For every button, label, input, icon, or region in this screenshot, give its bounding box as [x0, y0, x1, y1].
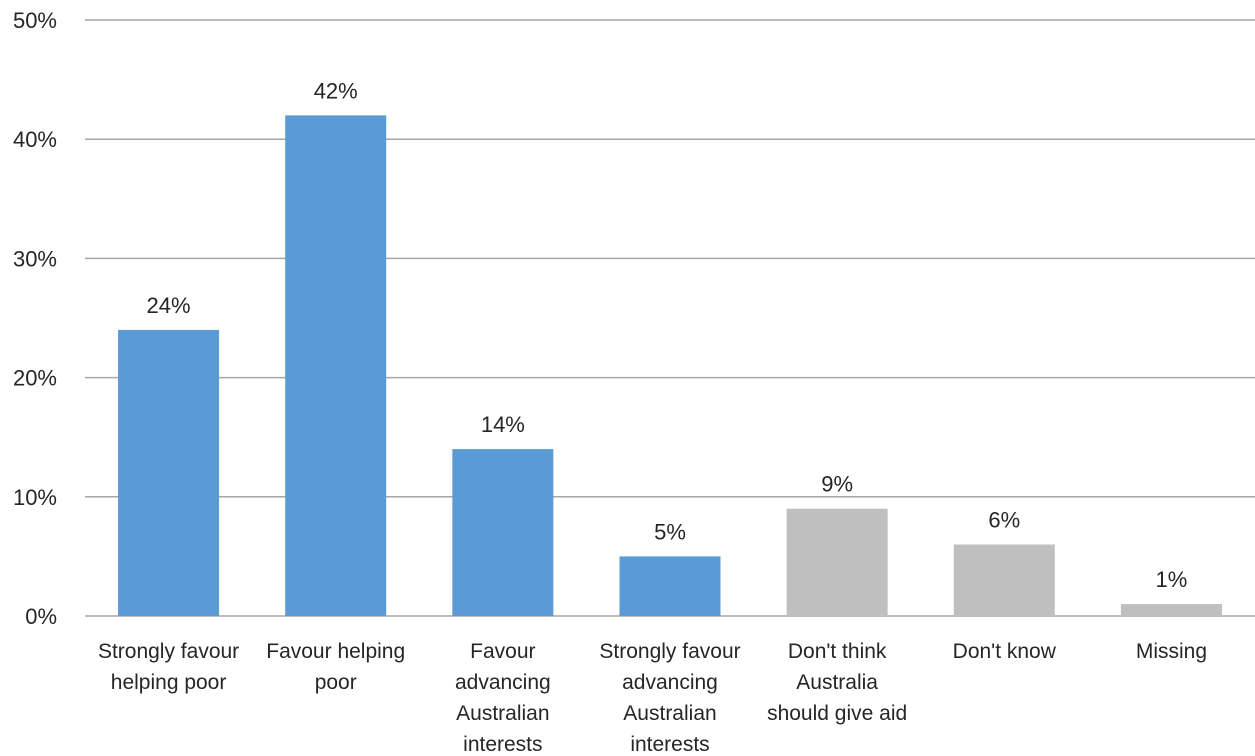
bar	[285, 115, 387, 617]
y-axis: 0% 10% 20% 30% 40% 50%	[13, 8, 57, 629]
y-tick-label: 40%	[13, 127, 57, 152]
data-label: 6%	[988, 507, 1020, 532]
bar	[452, 449, 554, 616]
y-tick-label: 0%	[25, 604, 57, 629]
category-label: Missing	[1136, 640, 1207, 663]
data-label: 1%	[1156, 567, 1188, 592]
data-label: 9%	[821, 472, 853, 497]
data-label: 5%	[654, 519, 686, 544]
y-tick-label: 10%	[13, 485, 57, 510]
y-tick-label: 50%	[13, 8, 57, 33]
category-label: Don't think Australia should give aid	[767, 640, 907, 725]
category-label: Strongly favour helping poor	[98, 640, 239, 694]
category-label: Favour advancing Australian interests	[455, 640, 551, 756]
data-label: 42%	[314, 78, 358, 103]
gridlines	[85, 19, 1255, 617]
bar	[1120, 604, 1222, 616]
bar	[786, 508, 888, 616]
x-axis: Strongly favour helping poor Favour helpin…	[98, 640, 1207, 756]
bar	[619, 556, 721, 616]
category-label: Strongly favour advancing Australian intere…	[599, 640, 740, 756]
category-label: Don't know	[953, 640, 1057, 663]
data-label: 14%	[481, 412, 525, 437]
y-tick-label: 30%	[13, 246, 57, 271]
bar	[118, 329, 220, 616]
y-tick-label: 20%	[13, 366, 57, 391]
bars	[118, 115, 1222, 617]
bar	[953, 544, 1055, 616]
data-labels: 24% 42% 14% 5% 9% 6% 1%	[147, 78, 1188, 592]
data-label: 24%	[147, 293, 191, 318]
category-label: Favour helping poor	[266, 640, 405, 694]
